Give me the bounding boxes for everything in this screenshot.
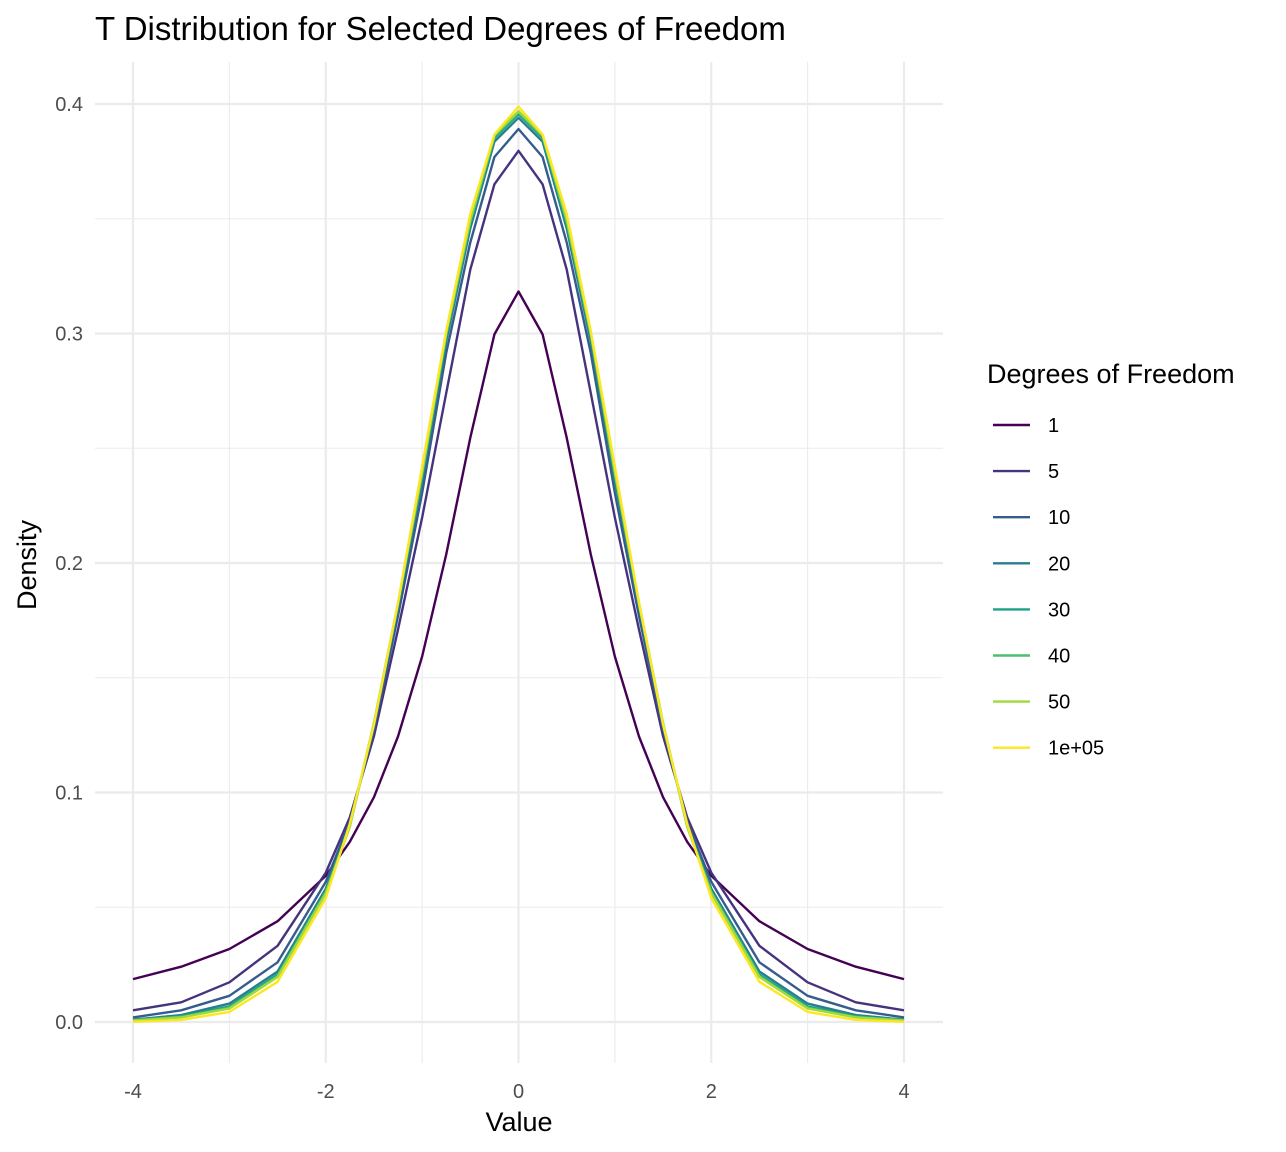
x-tick-label: 4 (898, 1081, 909, 1103)
legend-label: 30 (1048, 599, 1070, 621)
y-tick-label: 0.4 (55, 94, 83, 116)
y-tick-label: 0.3 (55, 324, 83, 346)
series-line-10 (132, 127, 905, 1019)
legend-label: 1e+05 (1048, 738, 1104, 760)
legend-label: 10 (1048, 507, 1070, 529)
legend-label: 5 (1048, 461, 1059, 483)
legend-item: 40 (993, 646, 1070, 668)
series-lines (132, 105, 905, 1023)
series-line-5 (132, 149, 905, 1012)
y-tick-label: 0.2 (55, 553, 83, 575)
legend-item: 1e+05 (993, 738, 1104, 760)
x-axis-title: Value (485, 1107, 552, 1137)
legend-label: 40 (1048, 646, 1070, 668)
chart-title: T Distribution for Selected Degrees of F… (95, 10, 786, 47)
series-line-1 (132, 290, 905, 981)
x-tick-label: -4 (124, 1081, 142, 1103)
y-axis-ticks: 0.0 0.1 0.2 0.3 0.4 (55, 94, 83, 1034)
series-line-1e+05 (132, 105, 905, 1023)
legend-item: 1 (993, 415, 1059, 437)
legend-item: 50 (993, 692, 1070, 714)
legend-item: 30 (993, 599, 1070, 621)
legend-label: 20 (1048, 553, 1070, 575)
legend-label: 50 (1048, 692, 1070, 714)
legend-item: 10 (993, 507, 1070, 529)
legend-title: Degrees of Freedom (987, 359, 1235, 389)
legend-items: 1 5 10 20 30 40 50 1e+05 (993, 415, 1104, 760)
y-tick-label: 0.0 (55, 1012, 83, 1034)
legend-item: 20 (993, 553, 1070, 575)
major-gridlines (95, 62, 943, 1063)
x-tick-label: 0 (513, 1081, 524, 1103)
legend-item: 5 (993, 461, 1059, 483)
legend-label: 1 (1048, 415, 1059, 437)
series-line-50 (132, 109, 905, 1022)
legend: Degrees of Freedom 1 5 10 20 30 40 50 1e+05 (987, 359, 1235, 760)
y-tick-label: 0.1 (55, 783, 83, 805)
x-tick-label: -2 (317, 1081, 335, 1103)
y-axis-title: Density (12, 519, 42, 610)
x-axis-ticks: -4 -2 0 2 4 (124, 1081, 909, 1103)
x-tick-label: 2 (706, 1081, 717, 1103)
